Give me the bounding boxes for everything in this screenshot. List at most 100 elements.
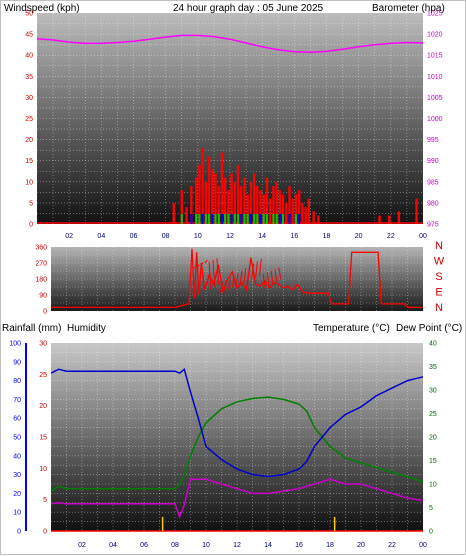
- wind-direction-bar: [259, 214, 262, 224]
- wind-direction-spike: [204, 259, 208, 264]
- time-tick-label: 14: [258, 233, 266, 240]
- temperature-tick-label: 5: [429, 505, 433, 512]
- dewpoint-axis-label: Dew Point (°C): [396, 323, 462, 334]
- time-tick-label: 06: [140, 542, 148, 549]
- wind-direction-bar: [195, 214, 198, 224]
- wind-bar: [259, 190, 262, 224]
- wind-tick-label: 30: [25, 95, 33, 102]
- wind-direction-bar: [208, 214, 211, 224]
- wind-bar: [223, 177, 227, 224]
- wind-direction-bar: [224, 214, 227, 224]
- wind-direction-spike: [200, 261, 204, 266]
- compass-letter: E: [435, 287, 442, 299]
- wind-direction-bar: [217, 214, 220, 224]
- wind-direction-bar: [288, 214, 291, 224]
- barometer-tick-label: 975: [427, 222, 439, 229]
- wind-bar: [304, 207, 307, 224]
- humidity-tick-label: 60: [13, 416, 21, 423]
- time-tick-label: 00: [419, 542, 427, 549]
- humidity-tick-label: 50: [13, 435, 21, 442]
- wind-direction-bar: [253, 214, 256, 224]
- barometer-tick-label: 985: [427, 179, 439, 186]
- humidity-tick-label: 30: [13, 472, 21, 479]
- time-tick-label: 14: [264, 542, 272, 549]
- wind-direction-bar: [240, 214, 243, 224]
- wind-direction-bar: [278, 214, 281, 224]
- humidity-tick-label: 10: [13, 510, 21, 517]
- temperature-tick-label: 15: [429, 458, 437, 465]
- humidity-tick-label: 70: [13, 397, 21, 404]
- wind-bar: [269, 198, 272, 224]
- wind-bar: [288, 186, 291, 224]
- time-tick-label: 08: [171, 542, 179, 549]
- rainfall-tick-label: 10: [39, 466, 47, 473]
- direction-tick-label: 0: [43, 309, 47, 316]
- direction-tick-label: 360: [35, 245, 47, 252]
- barometer-tick-label: 1015: [427, 53, 443, 60]
- wind-direction-spike: [197, 264, 200, 267]
- wind-bar: [198, 164, 201, 224]
- wind-bar: [211, 169, 214, 224]
- wind-bar: [236, 164, 240, 224]
- wind-bar: [214, 173, 217, 224]
- wind-direction-spike: [239, 270, 243, 285]
- wind-bar: [233, 181, 237, 224]
- time-tick-label: 18: [323, 233, 331, 240]
- wind-direction-bar: [298, 214, 301, 224]
- wind-bar: [180, 190, 183, 224]
- wind-bar: [317, 215, 320, 224]
- time-tick-label: 10: [202, 542, 210, 549]
- wind-direction-bar: [275, 214, 278, 224]
- wind-direction-bar: [249, 214, 252, 224]
- wind-bar: [201, 148, 204, 224]
- barometer-line: [36, 34, 424, 53]
- barometer-tick-label: 1010: [427, 74, 443, 81]
- wind-direction-bar: [256, 214, 259, 224]
- wind-panel-marks: [36, 34, 424, 224]
- wind-direction-bar: [262, 214, 265, 224]
- wind-tick-label: 45: [25, 32, 33, 39]
- time-tick-label: 04: [97, 233, 105, 240]
- wind-direction-spike: [231, 275, 235, 288]
- barometer-tick-label: 1005: [427, 95, 443, 102]
- wind-bar: [265, 177, 269, 224]
- wind-direction-spike: [212, 260, 216, 288]
- wind-bar: [312, 211, 315, 224]
- time-tick-label: 16: [295, 542, 303, 549]
- wind-direction-bar: [246, 214, 249, 224]
- compass-letter: W: [434, 256, 445, 268]
- wind-direction-bar: [272, 214, 275, 224]
- wind-direction-spike: [270, 270, 274, 284]
- wind-direction-spike: [274, 269, 278, 282]
- wind-direction-spike: [208, 261, 212, 290]
- wind-bar: [256, 186, 259, 224]
- wind-bar: [227, 190, 230, 224]
- temperature-line: [50, 396, 424, 492]
- wind-bar: [217, 186, 220, 224]
- wind-direction-bar: [180, 214, 183, 224]
- wind-direction-bar: [204, 214, 207, 224]
- barometer-tick-label: 1020: [427, 32, 443, 39]
- wind-bar: [172, 202, 175, 224]
- wind-direction-bar: [201, 214, 204, 224]
- time-tick-label: 20: [357, 542, 365, 549]
- wind-bar: [195, 177, 198, 224]
- wind-bar: [230, 173, 233, 224]
- wind-bar: [246, 194, 249, 224]
- rainfall-tick-label: 5: [43, 497, 47, 504]
- time-tick-label: 02: [78, 542, 86, 549]
- direction-panel-marks: [51, 248, 423, 309]
- direction-tick-label: 180: [35, 277, 47, 284]
- wind-tick-label: 0: [29, 222, 33, 229]
- time-tick-label: 10: [194, 233, 202, 240]
- wind-bar: [378, 215, 381, 224]
- humidity-tick-label: 80: [13, 378, 21, 385]
- time-tick-label: 20: [355, 233, 363, 240]
- barometer-tick-label: 1025: [427, 11, 443, 18]
- direction-tick-label: 90: [39, 293, 47, 300]
- time-tick-label: 08: [162, 233, 170, 240]
- wind-direction-bar: [265, 214, 268, 224]
- wind-direction-bar: [243, 214, 246, 224]
